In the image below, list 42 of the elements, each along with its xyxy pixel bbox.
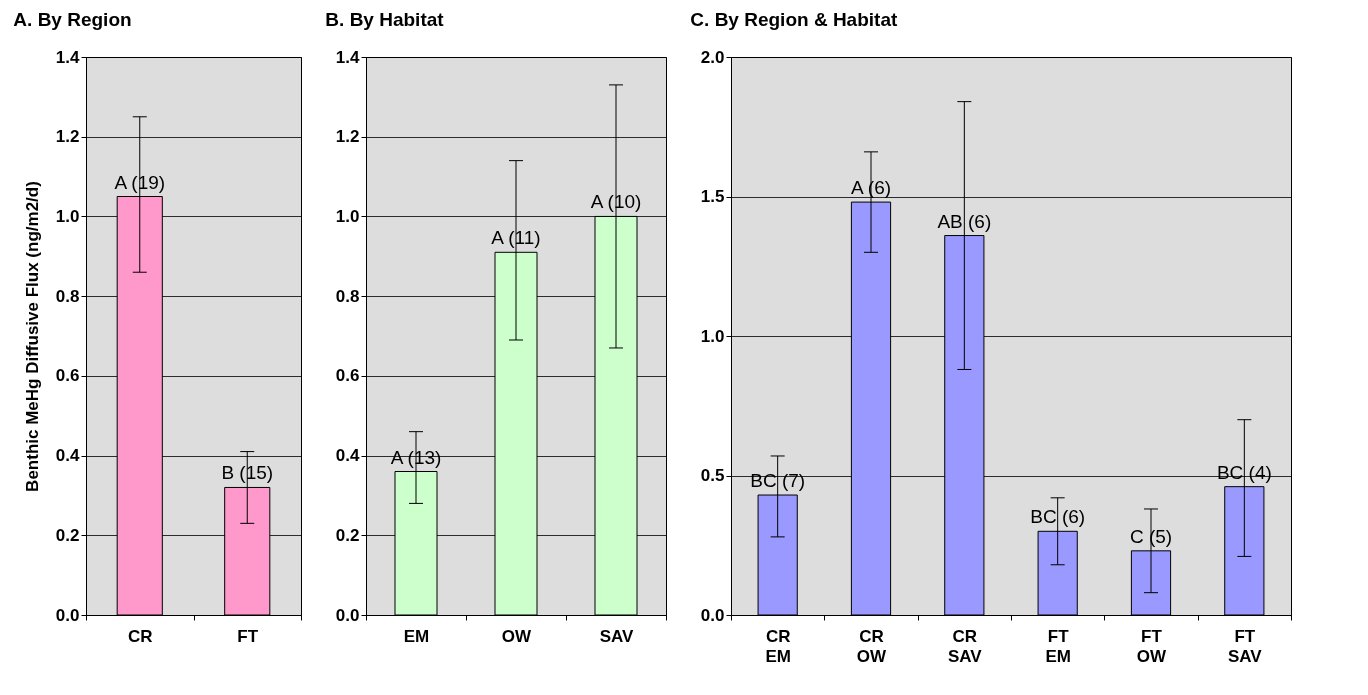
y-tick-label: 0.2	[335, 525, 360, 545]
y-tick-label: 0.0	[55, 605, 80, 625]
y-tick-label: 1.4	[55, 47, 81, 67]
x-tick-label: SAV	[599, 626, 634, 646]
x-tick-label: EM	[403, 626, 430, 646]
y-tick-label: 0.6	[335, 366, 360, 386]
x-tick-label: CR EM	[765, 626, 791, 666]
annotation: AB (6)	[937, 210, 992, 232]
y-tick-label: 0.8	[335, 286, 360, 306]
y-tick-label: 0.5	[700, 466, 725, 485]
y-axis-title: Benthic MeHg Diffusive Flux (ng/m2/d)	[22, 181, 42, 492]
x-tick-label: CR SAV	[947, 626, 983, 666]
y-tick-label: 0.4	[55, 446, 81, 466]
x-tick-label: OW	[501, 626, 533, 646]
y-tick-label: 1.0	[335, 206, 360, 226]
y-tick-label: 0.0	[335, 605, 360, 625]
x-tick-label: CR OW	[856, 626, 888, 666]
chart-title: A. By Region	[13, 9, 132, 30]
y-tick-label: 0.0	[700, 605, 725, 625]
annotation: BC (6)	[1030, 506, 1086, 528]
y-tick-label: 1.0	[700, 326, 725, 346]
annotation: A (6)	[850, 177, 892, 199]
x-tick-label: FT EM	[1045, 626, 1071, 666]
y-tick-label: 0.2	[55, 525, 80, 545]
y-tick-label: 1.0	[55, 206, 80, 226]
annotation: A (11)	[491, 227, 541, 249]
y-tick-label: 1.4	[335, 47, 361, 67]
chart-title: C. By Region & Habitat	[690, 9, 898, 30]
x-tick-label: CR	[127, 626, 153, 646]
y-tick-label: 2.0	[700, 47, 725, 67]
y-tick-label: 0.4	[335, 446, 361, 466]
annotation: A (10)	[590, 191, 642, 213]
chart-title: B. By Habitat	[325, 9, 445, 30]
y-tick-label: 1.5	[700, 187, 725, 206]
y-tick-label: 0.8	[55, 286, 80, 306]
x-tick-label: FT OW	[1136, 626, 1168, 666]
x-tick-label: FT SAV	[1227, 626, 1263, 666]
y-tick-label: 1.2	[55, 127, 80, 147]
y-tick-label: 0.6	[55, 366, 80, 386]
x-tick-label: FT	[237, 626, 259, 646]
y-tick-label: 1.2	[335, 127, 360, 147]
annotation: C (5)	[1129, 525, 1173, 547]
